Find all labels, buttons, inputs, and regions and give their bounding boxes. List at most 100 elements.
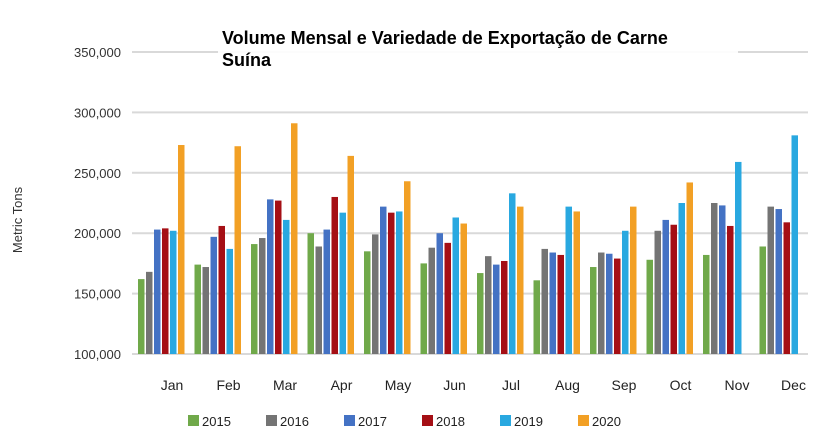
legend-item-2015: 2015	[188, 414, 231, 428]
title-line-1: Volume Mensal e Variedade de Exportação …	[222, 28, 668, 48]
bar-apr-2019	[339, 212, 346, 354]
x-tick-label: Apr	[331, 377, 353, 393]
bar-may-2018	[388, 212, 395, 354]
bars	[138, 123, 798, 354]
bar-jun-2015	[420, 263, 427, 354]
legend-swatch	[266, 415, 277, 426]
bar-aug-2018	[557, 254, 564, 354]
bar-feb-2017	[210, 236, 217, 354]
bar-mar-2015	[251, 244, 258, 354]
legend-label: 2020	[592, 414, 621, 428]
bar-jul-2018	[501, 260, 508, 354]
bar-aug-2019	[565, 206, 572, 354]
bar-apr-2018	[331, 196, 338, 354]
y-tick-label: 150,000	[74, 287, 121, 302]
bar-sep-2018	[614, 258, 621, 354]
bar-oct-2016	[654, 230, 661, 354]
chart-title: Volume Mensal e Variedade de Exportação …	[218, 28, 738, 74]
legend-label: 2017	[358, 414, 387, 428]
bar-may-2015	[364, 251, 371, 354]
bar-dec-2018	[783, 222, 790, 354]
bar-jan-2015	[138, 279, 145, 354]
legend-label: 2016	[280, 414, 309, 428]
x-axis-ticks: Jan Feb Mar Apr May Jun Jul Aug Sep Oct Nov Dec	[161, 377, 806, 393]
legend-swatch	[578, 415, 589, 426]
bar-aug-2015	[533, 280, 540, 354]
bar-jan-2018	[162, 228, 169, 354]
bar-dec-2017	[775, 209, 782, 354]
bar-oct-2020	[686, 182, 693, 354]
legend-label: 2015	[202, 414, 231, 428]
bar-aug-2016	[541, 248, 548, 354]
bar-mar-2016	[259, 238, 266, 354]
x-tick-label: Sep	[612, 377, 637, 393]
bar-may-2020	[404, 181, 411, 354]
y-tick-label: 200,000	[74, 226, 121, 241]
bar-oct-2019	[678, 203, 685, 354]
bar-dec-2016	[767, 206, 774, 354]
bar-feb-2016	[202, 267, 209, 354]
x-tick-label: Dec	[781, 377, 806, 393]
bar-feb-2015	[194, 264, 201, 354]
x-tick-label: Oct	[670, 377, 692, 393]
bar-sep-2019	[622, 230, 629, 354]
bar-jun-2020	[460, 223, 467, 354]
bar-nov-2016	[711, 203, 718, 354]
bar-mar-2020	[291, 123, 298, 354]
legend-label: 2018	[436, 414, 465, 428]
legend-item-2016: 2016	[266, 414, 309, 428]
bar-jun-2018	[444, 242, 451, 354]
bar-dec-2019	[791, 135, 798, 354]
y-axis-ticks: 100,000 150,000 200,000 250,000 300,000 350,0…	[74, 45, 121, 362]
bar-sep-2017	[606, 253, 613, 354]
bar-jun-2016	[428, 247, 435, 354]
legend-swatch	[188, 415, 199, 426]
x-tick-label: Jun	[443, 377, 466, 393]
bar-jul-2019	[509, 193, 516, 354]
x-tick-label: Feb	[216, 377, 240, 393]
y-axis-label: Metric Tons	[10, 186, 25, 253]
bar-mar-2018	[275, 200, 282, 354]
bar-mar-2019	[283, 219, 290, 354]
bar-nov-2017	[719, 205, 726, 354]
bar-may-2019	[396, 211, 403, 354]
bar-aug-2017	[549, 252, 556, 354]
bar-dec-2015	[759, 246, 766, 354]
legend-item-2017: 2017	[344, 414, 387, 428]
bar-jul-2017	[493, 264, 500, 354]
bar-oct-2015	[646, 259, 653, 354]
y-tick-label: 300,000	[74, 105, 121, 120]
bar-jul-2015	[477, 273, 484, 354]
bar-may-2016	[372, 234, 379, 354]
bar-oct-2017	[662, 219, 669, 354]
bar-apr-2017	[323, 229, 330, 354]
bar-jul-2016	[485, 256, 492, 354]
x-tick-label: Aug	[555, 377, 580, 393]
bar-sep-2015	[590, 267, 597, 354]
y-tick-label: 350,000	[74, 45, 121, 60]
legend-swatch	[422, 415, 433, 426]
x-tick-label: Jul	[502, 377, 520, 393]
bar-feb-2019	[226, 248, 233, 354]
title-line-2: Suína	[222, 50, 272, 70]
bar-jul-2020	[517, 206, 524, 354]
bar-sep-2020	[630, 206, 637, 354]
bar-nov-2015	[703, 254, 710, 354]
bar-apr-2016	[315, 246, 322, 354]
y-tick-label: 250,000	[74, 166, 121, 181]
bar-jun-2019	[452, 217, 459, 354]
bar-nov-2018	[727, 225, 734, 354]
x-tick-label: Mar	[273, 377, 297, 393]
bar-jan-2016	[146, 271, 153, 354]
bar-jan-2020	[178, 145, 185, 354]
x-tick-label: Jan	[161, 377, 184, 393]
legend-item-2020: 2020	[578, 414, 621, 428]
bar-may-2017	[380, 206, 387, 354]
x-tick-label: Nov	[725, 377, 750, 393]
x-tick-label: May	[385, 377, 411, 393]
bar-sep-2016	[598, 252, 605, 354]
legend-swatch	[500, 415, 511, 426]
bar-oct-2018	[670, 224, 677, 354]
bar-jun-2017	[436, 233, 443, 354]
